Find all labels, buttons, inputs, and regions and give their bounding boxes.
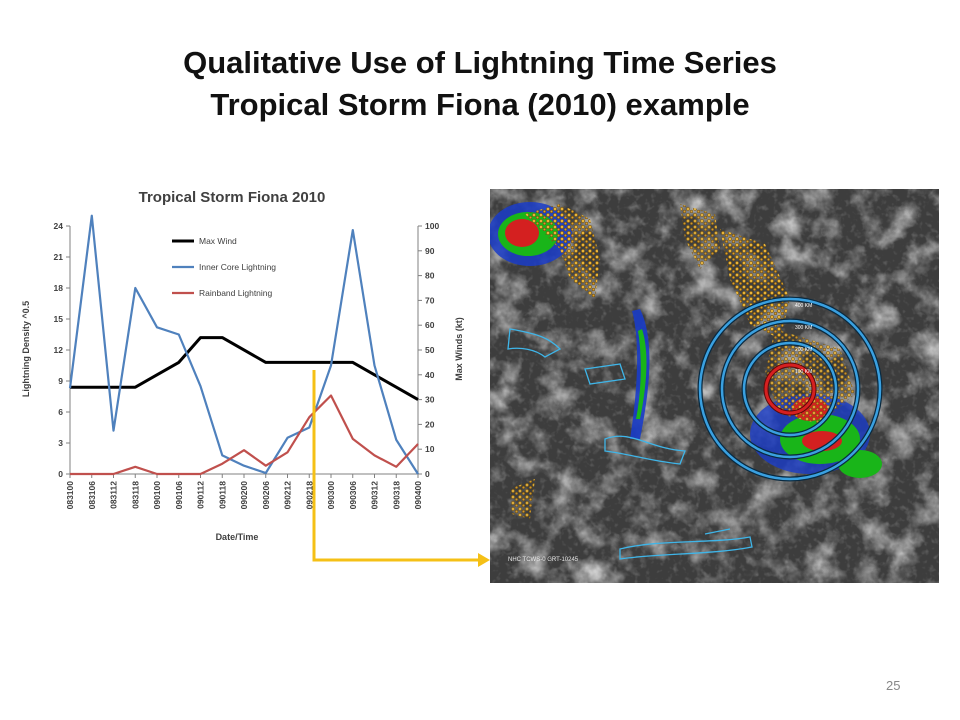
x-tick-label: 083112 <box>109 481 119 509</box>
x-tick-label: 083106 <box>87 481 97 510</box>
y-left-tick-label: 15 <box>54 314 64 324</box>
y-right-tick-label: 40 <box>425 370 435 380</box>
x-tick-label: 090200 <box>239 481 249 510</box>
x-tick-label: 090218 <box>304 481 314 510</box>
ring-label-100: 100 KM <box>795 369 812 375</box>
y-right-tick-label: 30 <box>425 395 435 405</box>
page-number: 25 <box>886 678 901 693</box>
lightning-time-series-chart: Tropical Storm Fiona 2010 0 3 6 9 12 15 18 21 24… <box>21 189 464 542</box>
x-tick-label: 083100 <box>65 481 75 510</box>
chart-legend: Max Wind Inner Core Lightning Rainband Lig… <box>172 236 276 298</box>
y-right-tick-label: 60 <box>425 320 435 330</box>
satellite-image-graphic: 400 KM 300 KM 200 KM 100 KM NHC TCWS-0 G… <box>490 189 939 583</box>
y-left-tick-label: 24 <box>54 221 64 231</box>
x-tick-label: 090100 <box>152 481 162 510</box>
distance-ring-labels: 400 KM 300 KM 200 KM 100 KM <box>795 303 812 375</box>
x-axis-label: Date/Time <box>216 532 259 542</box>
x-tick-label: 090118 <box>217 481 227 509</box>
satellite-image: 400 KM 300 KM 200 KM 100 KM NHC TCWS-0 G… <box>490 189 939 583</box>
y-right-tick-label: 10 <box>425 444 435 454</box>
y-left-tick-label: 9 <box>58 376 63 386</box>
x-tick-label: 090106 <box>174 481 184 510</box>
x-tick-label: 090300 <box>326 481 336 510</box>
y-left-tick-label: 18 <box>54 283 64 293</box>
y-left-tick-label: 0 <box>58 469 63 479</box>
legend-label-max-wind: Max Wind <box>199 236 237 246</box>
legend-label-rainband-lightning: Rainband Lightning <box>199 288 273 298</box>
distance-rings <box>697 296 883 482</box>
y-right-tick-label: 50 <box>425 345 435 355</box>
y-left-tick-label: 12 <box>54 345 64 355</box>
x-tick-label: 090212 <box>283 481 293 510</box>
ring-label-400: 400 KM <box>795 303 812 309</box>
ring-label-200: 200 KM <box>795 347 812 353</box>
y-axis-left-label: Lightning Density ^0.5 <box>21 301 31 397</box>
y-right-tick-label: 0 <box>425 469 430 479</box>
x-tick-label: 090306 <box>348 481 358 510</box>
y-right-tick-label: 20 <box>425 419 435 429</box>
slide-title: Qualitative Use of Lightning Time Series… <box>0 42 960 126</box>
y-right-tick-label: 100 <box>425 221 439 231</box>
legend-label-inner-core-lightning: Inner Core Lightning <box>199 262 276 272</box>
series-line-rainband-lightning <box>70 394 419 476</box>
y-left-tick-label: 3 <box>58 438 63 448</box>
chart-series <box>68 214 419 476</box>
y-left-tick-label: 21 <box>54 252 64 262</box>
ring-label-300: 300 KM <box>795 325 812 331</box>
x-tick-label: 090112 <box>196 481 206 509</box>
series-line-inner-core-lightning <box>68 214 419 475</box>
x-tick-label: 090206 <box>261 481 271 510</box>
chart-axes: 0 3 6 9 12 15 18 21 24 0 10 20 30 40 50 60 70 80 90 100 0831… <box>54 221 440 509</box>
series-line-max-wind <box>70 336 419 401</box>
slide-title-line-1: Qualitative Use of Lightning Time Series <box>183 45 777 80</box>
y-right-tick-label: 80 <box>425 271 435 281</box>
y-axis-right-label: Max Winds (kt) <box>454 317 464 380</box>
x-tick-label: 090312 <box>370 481 380 510</box>
x-tick-label: 090400 <box>413 481 423 510</box>
x-tick-label: 090318 <box>391 481 401 510</box>
slide-title-line-2: Tropical Storm Fiona (2010) example <box>210 87 750 122</box>
satellite-caption: NHC TCWS-0 GRT-10245 <box>508 557 579 563</box>
chart-title: Tropical Storm Fiona 2010 <box>139 189 326 206</box>
y-right-tick-label: 70 <box>425 295 435 305</box>
x-tick-label: 083118 <box>130 481 140 509</box>
y-right-tick-label: 90 <box>425 246 435 256</box>
y-left-tick-label: 6 <box>58 407 63 417</box>
coastlines <box>507 328 753 560</box>
